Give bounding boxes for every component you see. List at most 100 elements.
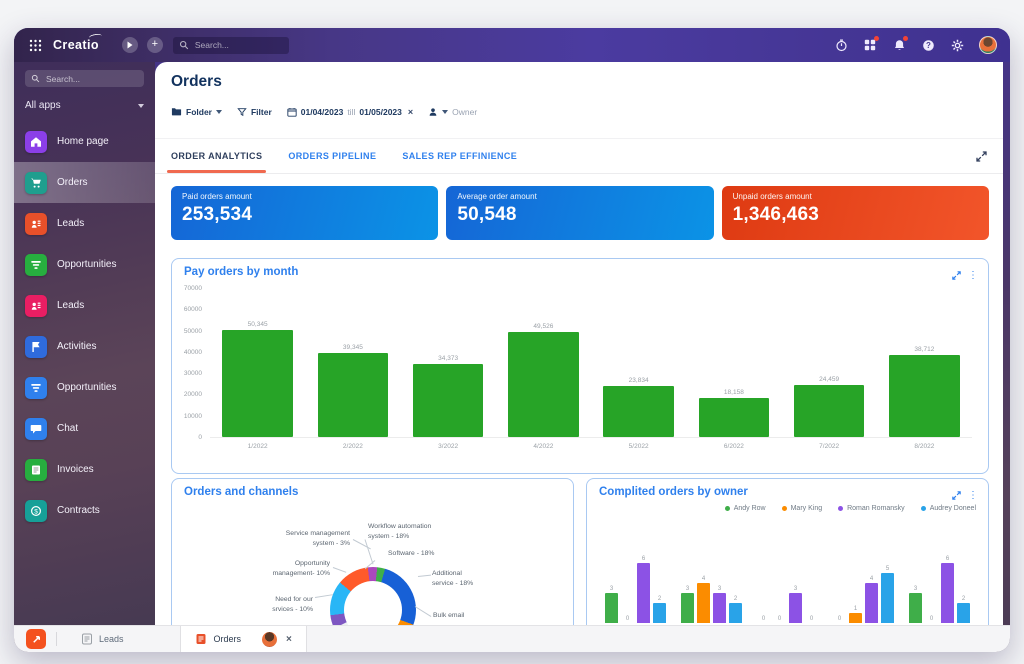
taskbar-divider <box>56 632 57 646</box>
bar[interactable] <box>603 386 674 437</box>
y-tick-label: 70000 <box>183 285 202 292</box>
x-tick-label: 8/2022 <box>914 443 935 450</box>
bell-icon[interactable] <box>892 36 908 52</box>
bar[interactable] <box>637 563 650 623</box>
sidebar-item-opportunities[interactable]: Opportunities <box>25 367 144 408</box>
bar[interactable] <box>889 354 960 437</box>
bar[interactable] <box>881 573 894 623</box>
tab-sales-rep-effinience[interactable]: SALES REP EFFINIENCE <box>402 151 518 161</box>
folder-dropdown[interactable]: Folder <box>171 106 222 117</box>
add-new-button[interactable]: + <box>146 37 163 53</box>
bar[interactable] <box>508 331 579 437</box>
legend-label: Audrey Doneel <box>929 505 976 512</box>
close-tab-icon[interactable]: × <box>286 633 292 645</box>
taskbar-tab-leads[interactable]: Leads <box>67 626 138 652</box>
sidebar-item-activities[interactable]: Activities <box>25 326 144 367</box>
bar[interactable] <box>605 593 618 623</box>
tab-orders-pipeline[interactable]: ORDERS PIPELINE <box>288 151 377 161</box>
sidebar-search[interactable] <box>25 70 144 87</box>
bar-value-label: 5 <box>885 566 890 572</box>
bar[interactable] <box>412 363 484 437</box>
bar[interactable] <box>865 583 878 623</box>
legend-item-roman-romansky[interactable]: Roman Romansky <box>838 505 905 512</box>
chart-menu-icon[interactable]: ⋮ <box>968 490 978 501</box>
gear-icon[interactable] <box>950 38 964 52</box>
sidebar-item-home-page[interactable]: Home page <box>25 121 144 162</box>
sidebar-item-label: Invoices <box>57 464 94 475</box>
date-range-filter[interactable]: 01/04/2023 till 01/05/2023 × <box>287 107 413 117</box>
all-apps-dropdown[interactable]: All apps <box>25 100 144 111</box>
expand-chart-icon[interactable] <box>952 487 961 505</box>
x-tick-label: 4/2022 <box>533 443 554 450</box>
filter-bar: Folder Filter 01/04/2023 till 01/05/2023… <box>171 106 477 117</box>
run-process-button[interactable] <box>121 37 138 53</box>
sidebar-search-input[interactable] <box>44 72 136 85</box>
filter-button[interactable]: Filter <box>237 107 272 117</box>
bar-column: 0 <box>805 616 818 623</box>
apps-grid-icon[interactable] <box>863 36 879 52</box>
bar[interactable] <box>729 603 742 623</box>
chart-menu-icon[interactable]: ⋮ <box>968 270 978 281</box>
kpi-label: Average order amount <box>457 192 537 201</box>
global-search-input[interactable] <box>192 39 283 51</box>
sidebar-item-leads[interactable]: Leads <box>25 285 144 326</box>
bar-column: 2 <box>653 596 666 623</box>
bar[interactable] <box>957 603 970 623</box>
bar[interactable] <box>681 593 694 623</box>
help-icon[interactable]: ? <box>921 38 935 52</box>
taskbar-tab-orders[interactable]: Orders × <box>179 626 307 652</box>
bar[interactable] <box>713 593 726 623</box>
bar-column: 0 <box>757 616 770 623</box>
bar[interactable] <box>697 583 710 623</box>
bar-column: 4 <box>697 576 710 623</box>
bar[interactable] <box>222 329 293 437</box>
bar[interactable] <box>793 384 865 437</box>
expand-chart-icon[interactable] <box>952 267 961 285</box>
leader-line <box>417 574 431 577</box>
clear-date-icon[interactable]: × <box>407 106 414 117</box>
dashboard-tabs: ORDER ANALYTICS ORDERS PIPELINE SALES RE… <box>155 138 1003 174</box>
bar-value-label: 6 <box>945 556 950 562</box>
chevron-down-icon <box>138 103 144 108</box>
global-search[interactable] <box>172 36 289 54</box>
app-window: Creatio + ? All apps Home page <box>14 28 1010 652</box>
owner-filter[interactable]: Owner <box>428 107 477 117</box>
kpi-row: Paid orders amount 253,534 Average order a… <box>171 186 989 240</box>
svg-text:$: $ <box>34 508 38 515</box>
chat-icon <box>25 417 47 440</box>
expand-dashboard-icon[interactable] <box>976 150 987 162</box>
kpi-value: 253,534 <box>182 204 253 225</box>
user-avatar[interactable] <box>979 36 997 54</box>
processes-icon[interactable] <box>834 38 848 52</box>
legend-item-andy-row[interactable]: Andy Row <box>724 505 766 512</box>
sidebar-item-leads[interactable]: Leads <box>25 203 144 244</box>
legend-item-mary-king[interactable]: Mary King <box>781 505 822 512</box>
sidebar-item-contracts[interactable]: $ Contracts <box>25 490 144 531</box>
chart-title: Pay orders by month <box>184 266 299 278</box>
bar-column: 0 <box>773 616 786 623</box>
legend-item-audrey-doneel[interactable]: Audrey Doneel <box>920 505 976 512</box>
bar-column: 6 <box>637 556 650 623</box>
tab-order-analytics[interactable]: ORDER ANALYTICS <box>166 139 267 173</box>
bar[interactable] <box>789 593 802 623</box>
bar[interactable] <box>849 613 862 623</box>
sidebar-item-chat[interactable]: Chat <box>25 408 144 449</box>
bar-group: 0 1 4 5 <box>833 566 894 623</box>
sidebar-item-invoices[interactable]: Invoices <box>25 449 144 490</box>
bar[interactable] <box>653 603 666 623</box>
bar[interactable] <box>317 353 389 437</box>
y-tick-label: 60000 <box>183 306 202 314</box>
bar-value-label: 0 <box>809 616 814 622</box>
bar-value-label: 3 <box>913 586 918 592</box>
bar-value-label: 50,345 <box>247 320 268 328</box>
sidebar-item-opportunities[interactable]: Opportunities <box>25 244 144 285</box>
donut-label-workflow-automation-system: Workflow automation system - 18% <box>368 523 432 540</box>
session-avatar <box>262 631 278 647</box>
sidebar-item-orders[interactable]: Orders <box>14 162 155 203</box>
creatio-home-button[interactable] <box>26 629 46 649</box>
bar-value-label: 38,712 <box>914 345 935 353</box>
bar[interactable] <box>909 593 922 623</box>
bar[interactable] <box>698 398 770 437</box>
bar[interactable] <box>941 563 954 623</box>
app-launcher-grid-icon[interactable] <box>29 39 42 52</box>
